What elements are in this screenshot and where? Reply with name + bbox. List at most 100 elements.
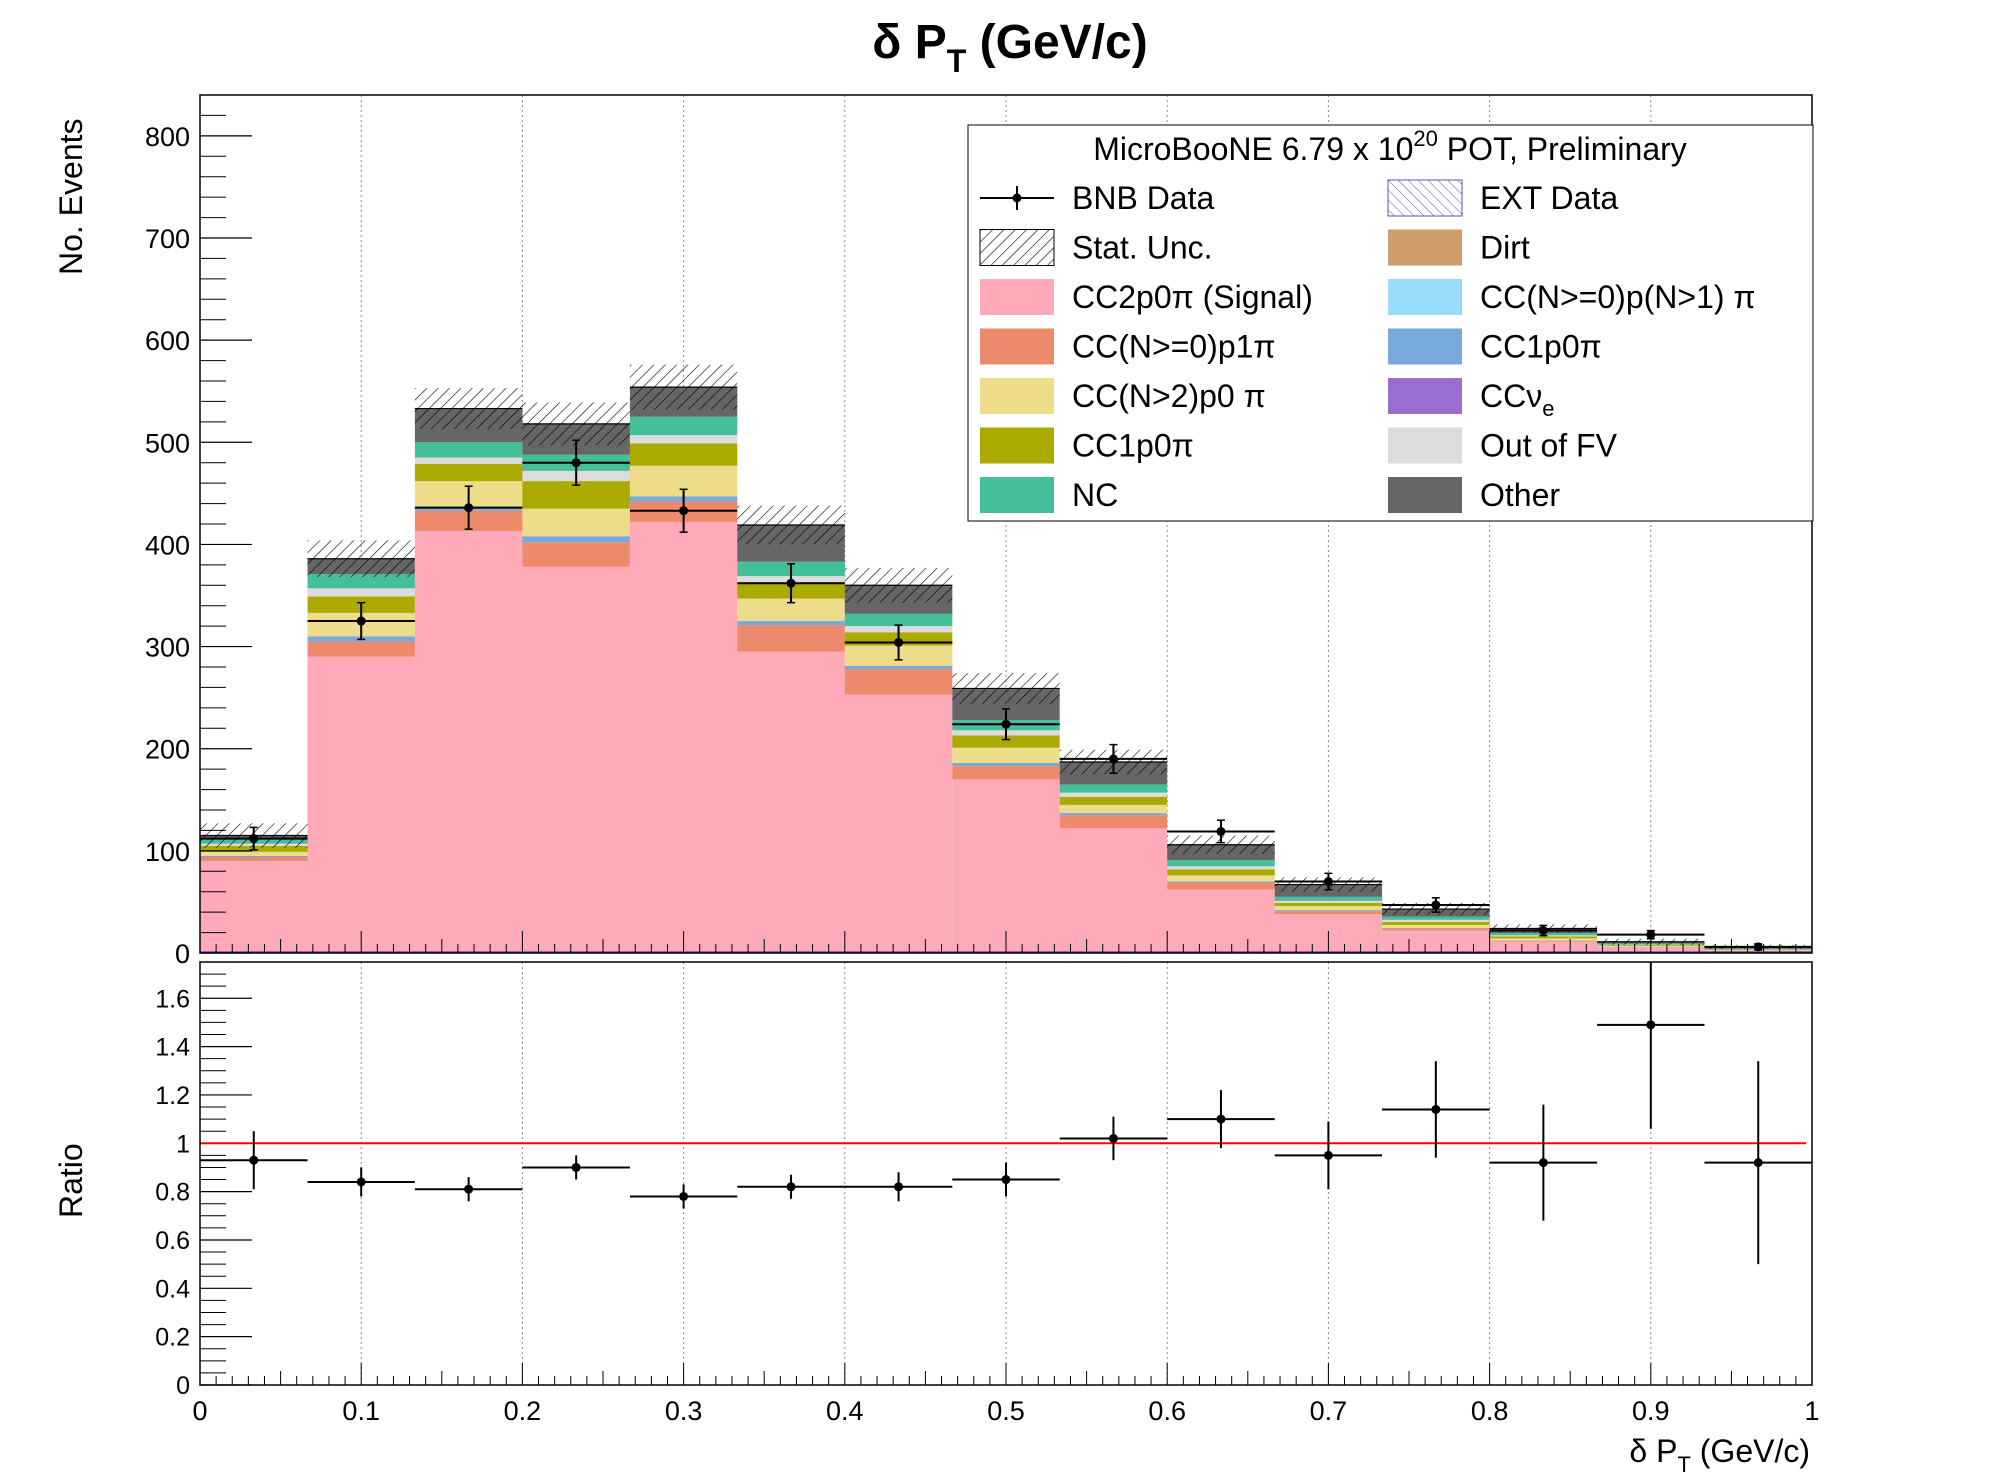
- stack-bar: [844, 694, 953, 953]
- stat-unc-band: [414, 388, 523, 430]
- stack-bar: [1274, 902, 1383, 907]
- stack-bar: [1167, 881, 1275, 883]
- ratio-point: [464, 1184, 474, 1194]
- ratio-point: [571, 1162, 581, 1172]
- x-tick-label: 0.9: [1632, 1396, 1670, 1426]
- stack-bar: [307, 656, 415, 953]
- legend: MicroBooNE 6.79 x 1020 POT, Preliminary …: [967, 124, 1814, 522]
- stack-bar: [952, 735, 1060, 748]
- data-point: [1323, 877, 1333, 886]
- legend-label: NC: [1072, 477, 1118, 513]
- stack-bar: [952, 766, 1060, 780]
- x-tick-label: 0: [192, 1396, 207, 1426]
- legend-swatch: [980, 427, 1054, 464]
- stack-bar: [1274, 900, 1383, 903]
- ratio-point: [786, 1182, 796, 1192]
- data-point: [1216, 826, 1226, 836]
- stack-bar: [1382, 919, 1490, 922]
- stack-bar: [1382, 916, 1490, 920]
- ratio-point: [356, 1177, 366, 1187]
- legend-swatch: [1388, 427, 1462, 464]
- y-tick-label: 400: [145, 530, 190, 560]
- stack-bar: [952, 779, 1060, 953]
- stack-bar: [1489, 938, 1598, 941]
- y-tick-label: 0: [175, 939, 190, 969]
- stack-bar: [1059, 828, 1168, 953]
- y-tick-label: 200: [145, 735, 190, 765]
- ratio-point: [1646, 1020, 1656, 1030]
- data-point: [571, 458, 581, 468]
- data-point: [464, 503, 474, 513]
- x-tick-label: 0.3: [665, 1396, 703, 1426]
- stack-bar: [522, 536, 630, 543]
- ratio-point: [1538, 1158, 1548, 1168]
- ratio-point: [1001, 1175, 1011, 1185]
- stack-bar: [1274, 910, 1383, 912]
- stack-bar: [1167, 860, 1275, 867]
- stack-bar: [1274, 896, 1383, 901]
- stack-bar: [1274, 911, 1383, 915]
- stack-bar: [1382, 924, 1490, 928]
- chart-title: δ PT (GeV/c): [872, 16, 1147, 79]
- stack-bar: [952, 763, 1060, 767]
- ratio-axis-title: Ratio: [53, 1143, 89, 1218]
- ratio-point: [1323, 1150, 1333, 1160]
- stack-bar: [844, 669, 953, 695]
- legend-swatch: [980, 477, 1054, 513]
- ratio-point: [679, 1191, 689, 1201]
- stat-unc-band: [1167, 835, 1275, 854]
- stack-bar: [1489, 940, 1598, 942]
- x-tick-label: 0.1: [342, 1396, 380, 1426]
- stack-bar: [1167, 866, 1275, 870]
- legend-swatch: [1388, 378, 1462, 414]
- y-axis-title: No. Events: [53, 118, 89, 275]
- legend-swatch-hatch: [979, 229, 1055, 266]
- stack-bar: [414, 457, 523, 464]
- stack-bar: [200, 855, 308, 857]
- stack-bar: [737, 621, 845, 626]
- legend-label: CC(N>=0)p(N>1) π: [1480, 279, 1755, 315]
- stack-bar: [1059, 784, 1168, 793]
- data-point: [1538, 926, 1548, 936]
- legend-label: BNB Data: [1072, 180, 1214, 216]
- legend-label: Stat. Unc.: [1072, 230, 1213, 266]
- ratio-tick-label: 0.8: [155, 1179, 190, 1207]
- ratio-tick-label: 0.6: [155, 1227, 190, 1255]
- x-tick-label: 0.4: [826, 1396, 864, 1426]
- legend-label: CCνe: [1480, 378, 1554, 421]
- ratio-tick-label: 0.4: [155, 1275, 190, 1303]
- stack-bar: [629, 521, 738, 953]
- stat-unc-band: [629, 364, 738, 410]
- stack-bar: [522, 508, 630, 537]
- legend-swatch: [980, 378, 1054, 414]
- stack-bar: [629, 435, 738, 444]
- stack-bar: [629, 416, 738, 436]
- x-tick-label: 0.7: [1310, 1396, 1348, 1426]
- x-tick-label: 0.2: [504, 1396, 542, 1426]
- upper-frame: [199, 94, 1813, 954]
- x-tick-label: 1: [1804, 1396, 1819, 1426]
- data-point: [249, 834, 259, 844]
- data-point: [894, 637, 904, 647]
- ratio-tick-label: 0.2: [155, 1324, 190, 1352]
- stack-bar: [200, 861, 308, 953]
- stack-bar: [1167, 889, 1275, 953]
- stack-bar: [629, 443, 738, 466]
- stack-bar: [1059, 815, 1168, 829]
- ratio-frame: [199, 961, 1813, 1386]
- ratio-tick-label: 1.4: [155, 1034, 190, 1062]
- stack-bar: [737, 651, 845, 953]
- y-tick-label: 300: [145, 633, 190, 663]
- stack-bar: [307, 588, 415, 597]
- stack-bar: [522, 566, 630, 953]
- stack-bar: [414, 531, 523, 953]
- legend-swatch: [1388, 328, 1462, 365]
- stack-bar: [414, 463, 523, 482]
- data-point: [1753, 942, 1763, 952]
- legend-swatch: [1388, 229, 1462, 266]
- ratio-tick-label: 1.6: [155, 985, 190, 1013]
- legend-swatch: [1388, 477, 1462, 513]
- legend-header: MicroBooNE 6.79 x 1020 POT, Preliminary: [1093, 126, 1687, 167]
- ratio-tick-label: 0: [176, 1372, 190, 1400]
- x-tick-label: 0.8: [1471, 1396, 1509, 1426]
